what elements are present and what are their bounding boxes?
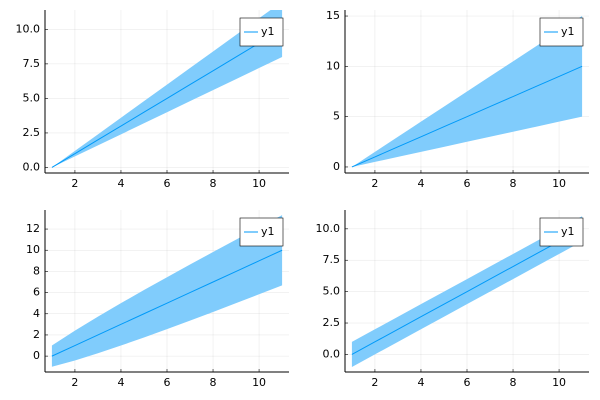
- y-tick-label: 8: [33, 264, 40, 277]
- y-tick-label: 10.0: [16, 22, 41, 35]
- ribbon: [51, 215, 283, 367]
- y-tick-label: 10.0: [316, 222, 341, 235]
- x-tick-label: 6: [464, 177, 471, 190]
- line: [51, 249, 283, 357]
- x-tick-label: 4: [117, 376, 124, 389]
- y-tick-label: 12: [26, 222, 40, 235]
- x-tick-label: 8: [510, 376, 517, 389]
- ribbon: [351, 16, 583, 167]
- x-tick-label: 10: [252, 177, 266, 190]
- legend-label: y1: [561, 225, 575, 238]
- y-tick-label: 10: [326, 59, 340, 72]
- y-tick-label: 0: [333, 160, 340, 173]
- x-tick-label: 2: [371, 376, 378, 389]
- x-tick-label: 6: [464, 376, 471, 389]
- x-tick-label: 10: [252, 376, 266, 389]
- y-tick-label: 0: [33, 349, 40, 362]
- x-tick-label: 8: [210, 376, 217, 389]
- y-tick-label: 5.0: [323, 285, 341, 298]
- y-tick-label: 4: [33, 307, 40, 320]
- legend-label: y1: [261, 225, 275, 238]
- x-tick-label: 8: [510, 177, 517, 190]
- x-tick-label: 4: [117, 177, 124, 190]
- ribbon: [51, 10, 283, 168]
- y-tick-label: 15: [326, 9, 340, 22]
- y-tick-label: 5.0: [23, 91, 41, 104]
- y-tick-label: 2: [33, 328, 40, 341]
- y-tick-label: 6: [33, 286, 40, 299]
- x-tick-label: 6: [164, 376, 171, 389]
- x-tick-label: 4: [417, 177, 424, 190]
- plot-area: [351, 16, 583, 168]
- x-tick-label: 2: [371, 177, 378, 190]
- line: [351, 65, 583, 168]
- x-tick-label: 2: [71, 177, 78, 190]
- y-tick-label: 10: [26, 243, 40, 256]
- y-tick-label: 5: [333, 110, 340, 123]
- x-tick-label: 4: [417, 376, 424, 389]
- x-tick-label: 10: [552, 376, 566, 389]
- x-tick-label: 10: [552, 177, 566, 190]
- y-tick-label: 7.5: [23, 57, 41, 70]
- x-tick-label: 2: [71, 376, 78, 389]
- y-tick-label: 0.0: [323, 347, 341, 360]
- line: [351, 228, 583, 355]
- x-tick-label: 8: [210, 177, 217, 190]
- y-tick-label: 0.0: [23, 160, 41, 173]
- plot-area: [51, 215, 283, 367]
- line: [51, 28, 283, 168]
- legend-label: y1: [561, 25, 575, 38]
- plot-area: [51, 10, 283, 168]
- plot-area: [351, 216, 583, 367]
- legend-label: y1: [261, 25, 275, 38]
- y-tick-label: 2.5: [23, 126, 41, 139]
- x-tick-label: 6: [164, 177, 171, 190]
- y-tick-label: 7.5: [323, 253, 341, 266]
- y-tick-label: 2.5: [323, 316, 341, 329]
